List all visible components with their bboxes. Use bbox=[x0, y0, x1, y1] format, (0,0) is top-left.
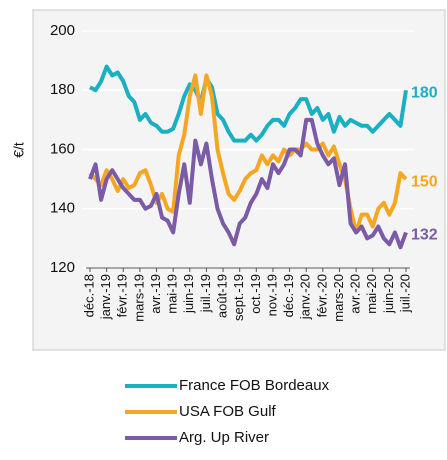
y-tick-label: 200 bbox=[50, 22, 75, 39]
legend-label: USA FOB Gulf bbox=[179, 403, 277, 420]
y-tick-label: 180 bbox=[50, 81, 75, 98]
x-tick-label: mai-20 bbox=[364, 274, 379, 314]
x-tick-label: avr.-19 bbox=[148, 274, 163, 314]
x-tick-label: juin-20 bbox=[381, 274, 396, 314]
legend-label: France FOB Bordeaux bbox=[179, 377, 330, 394]
legend-label: Arg. Up River bbox=[179, 429, 269, 446]
x-tick-label: sept.-19 bbox=[231, 274, 246, 321]
end-label: 150 bbox=[411, 173, 438, 190]
y-tick-label: 120 bbox=[50, 259, 75, 276]
x-tick-label: juil.-19 bbox=[198, 274, 213, 313]
series-line bbox=[88, 117, 408, 250]
x-tick-label: mars-20 bbox=[331, 274, 346, 322]
x-tick-label: févr.-20 bbox=[314, 274, 329, 317]
x-tick-label: oct.-19 bbox=[248, 274, 263, 314]
x-tick-label: janv.-19 bbox=[98, 274, 113, 320]
x-tick-label: août-19 bbox=[214, 274, 229, 318]
end-label: 180 bbox=[411, 84, 438, 101]
x-tick-label: juin-19 bbox=[181, 274, 196, 314]
x-tick-label: févr.-19 bbox=[115, 274, 130, 317]
x-tick-label: juil.-20 bbox=[397, 274, 412, 313]
x-tick-label: nov.-19 bbox=[264, 274, 279, 316]
x-tick-label: déc.-18 bbox=[81, 274, 96, 317]
x-tick-label: janv.-20 bbox=[298, 274, 313, 320]
end-label: 132 bbox=[411, 227, 438, 244]
x-tick-label: mars-19 bbox=[131, 274, 146, 322]
y-tick-label: 140 bbox=[50, 200, 75, 217]
y-tick-label: 160 bbox=[50, 140, 75, 157]
series-line bbox=[88, 73, 408, 235]
y-axis-label: €/t bbox=[11, 142, 27, 158]
x-tick-label: avr.-20 bbox=[348, 274, 363, 314]
x-tick-label: mai-19 bbox=[165, 274, 180, 314]
series-line bbox=[89, 64, 408, 143]
x-tick-label: déc.-19 bbox=[281, 274, 296, 317]
